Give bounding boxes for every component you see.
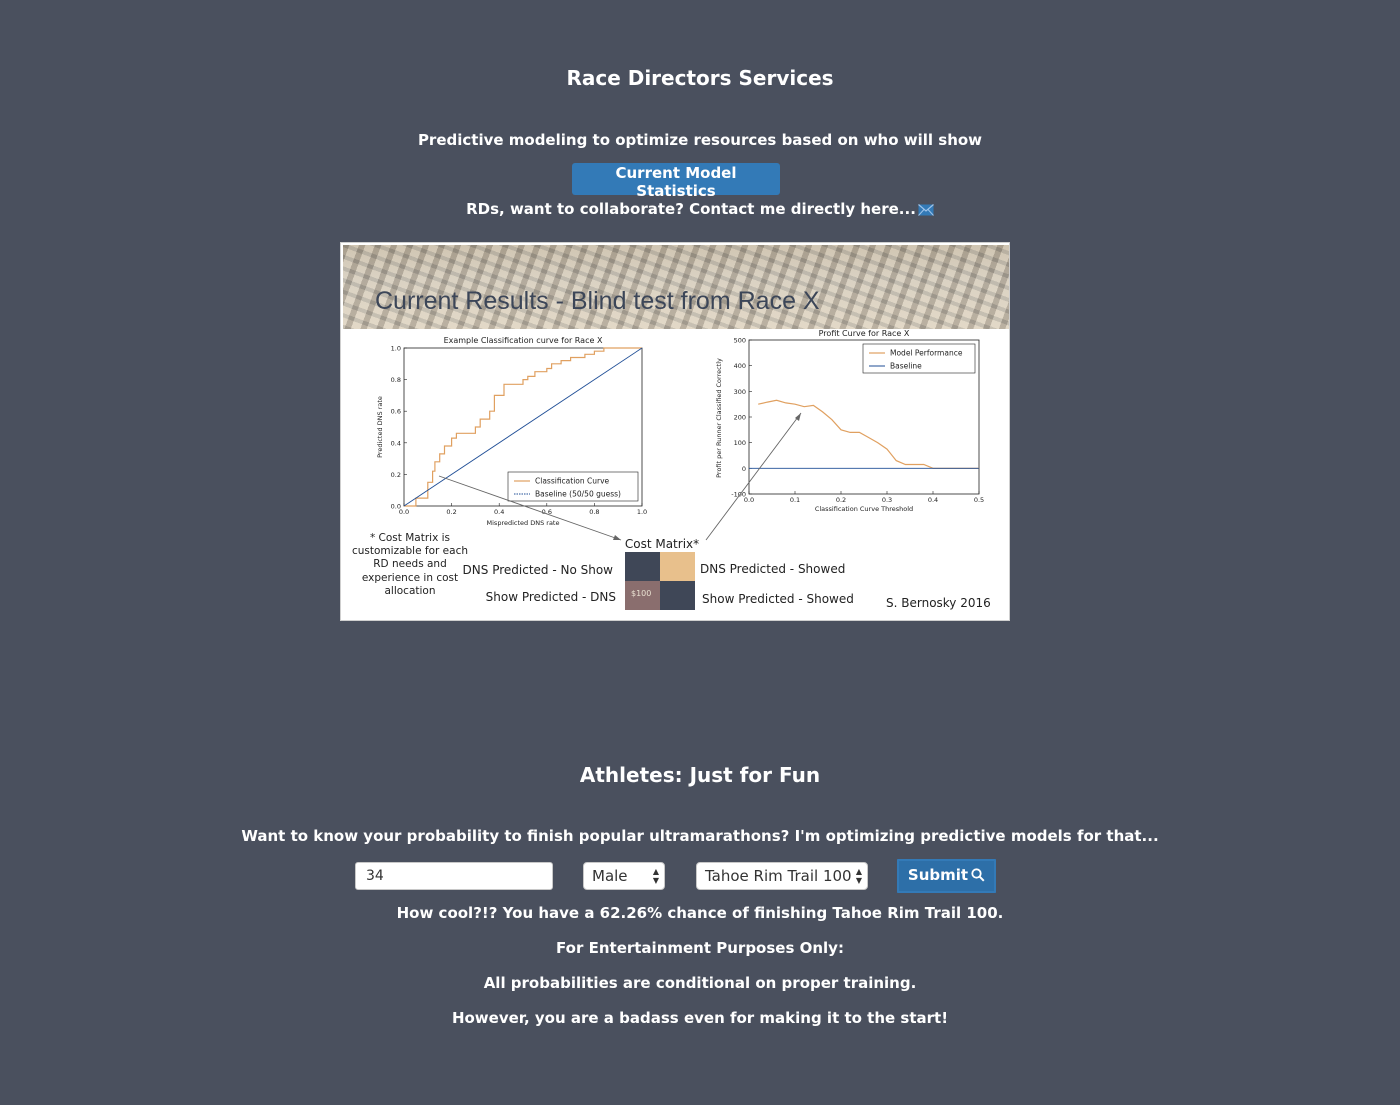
note-line: customizable for each (352, 545, 468, 557)
y-tick-label: 0.8 (391, 376, 401, 384)
current-model-statistics-button[interactable]: Current Model Statistics (572, 163, 780, 200)
x-tick-label: 0.1 (790, 496, 800, 504)
collaborate-text: RDs, want to collaborate? Contact me dir… (466, 200, 916, 218)
x-tick-label: 0.4 (494, 508, 504, 516)
legend-baseline-right: Baseline (890, 362, 922, 371)
arrowhead-cost-matrix (613, 535, 621, 540)
arrow-to-cost-matrix (438, 475, 622, 541)
series-line-baseline-50-50-guess- (403, 347, 643, 507)
arrowhead-profit-curve (795, 413, 801, 421)
collaborate-line: RDs, want to collaborate? Contact me dir… (0, 200, 1400, 220)
entertainment-disclaimer: For Entertainment Purposes Only: (556, 939, 844, 957)
note-line: RD needs and (373, 558, 447, 570)
y-tick-label: 500 (734, 337, 746, 345)
y-tick-label: 0 (742, 465, 746, 473)
rd-subtitle: Predictive modeling to optimize resource… (417, 131, 983, 149)
left-x-axis-label: Mispredicted DNS rate (487, 519, 560, 527)
x-tick-label: 0.0 (744, 496, 754, 504)
note-line: allocation (384, 585, 435, 597)
annotation-arrows (438, 412, 802, 541)
cost-matrix-note: * Cost Matrix is customizable for each R… (352, 532, 468, 597)
cost-cell-peach (660, 552, 695, 581)
results-figure: Current Results - Blind test from Race X… (340, 242, 1010, 621)
x-tick-label: 0.0 (399, 508, 409, 516)
y-tick-label: 1.0 (391, 345, 401, 353)
cost-matrix-title: Cost Matrix* (625, 537, 699, 551)
select-arrows-icon: ▲ ▼ (855, 867, 862, 885)
series-line-classification-curve (404, 347, 642, 507)
envelope-icon[interactable] (917, 202, 934, 220)
y-tick-label: 200 (734, 414, 746, 422)
left-chart-title: Example Classification curve for Race X (444, 336, 603, 345)
y-tick-label: -100 (731, 491, 746, 499)
gender-select[interactable]: Male ▲ ▼ (583, 862, 665, 890)
arrow-to-profit-curve (705, 412, 802, 541)
cost-row2-right: Show Predicted - Showed (702, 592, 854, 606)
cost-matrix: Cost Matrix* $100 DNS Predicted - No Sho… (463, 537, 854, 610)
y-tick-label: 0.2 (391, 471, 401, 479)
right-legend: Model Performance Baseline (862, 343, 976, 374)
submit-button[interactable]: Submit (895, 857, 998, 895)
search-icon (971, 868, 985, 886)
y-tick-label: 300 (734, 388, 746, 396)
y-tick-label: 400 (734, 362, 746, 370)
figure-credit: S. Bernosky 2016 (886, 596, 991, 610)
select-arrows-icon: ▲ ▼ (652, 867, 659, 885)
note-line: * Cost Matrix is (370, 532, 450, 544)
profit-chart: Profit Curve for Race X Classification C… (715, 329, 984, 513)
cost-cell-value: $100 (631, 589, 651, 598)
figure-banner: Current Results - Blind test from Race X (343, 245, 1009, 329)
legend-classification-curve: Classification Curve (535, 477, 610, 486)
age-input[interactable] (355, 862, 553, 890)
athletes-subtitle: Want to know your probability to finish … (241, 827, 1159, 845)
submit-label: Submit (907, 866, 969, 884)
left-y-axis-label: Predicted DNS rate (376, 396, 384, 458)
x-tick-label: 0.3 (882, 496, 892, 504)
y-tick-label: 0.4 (391, 439, 401, 447)
charts-svg: Example Classification curve for Race X … (352, 329, 991, 610)
left-series (403, 347, 643, 507)
cost-row1-right: DNS Predicted - Showed (700, 562, 845, 576)
right-y-axis-label: Profit per Runner Classified Correctly (715, 358, 723, 478)
banner-title: Current Results - Blind test from Race X (375, 287, 820, 315)
athletes-section-title: Athletes: Just for Fun (579, 763, 821, 787)
x-tick-label: 1.0 (637, 508, 647, 516)
cost-cell-dark (625, 552, 660, 581)
cost-row2-left: Show Predicted - DNS (486, 590, 616, 604)
rd-section-title: Race Directors Services (566, 66, 834, 90)
gender-select-value: Male (592, 867, 628, 885)
right-x-axis-label: Classification Curve Threshold (815, 505, 913, 513)
x-tick-label: 0.4 (928, 496, 938, 504)
x-tick-label: 0.2 (836, 496, 846, 504)
left-legend: Classification Curve Baseline (50/50 gue… (507, 471, 639, 502)
series-line-model-performance (758, 399, 979, 469)
legend-baseline: Baseline (50/50 guess) (535, 490, 621, 499)
x-tick-label: 0.5 (974, 496, 984, 504)
y-tick-label: 0.6 (391, 408, 401, 416)
left-ticks: 0.0 0.2 0.4 0.6 0.8 1.0 0.0 0.2 0.4 0.6 0.8 1.0 (391, 345, 648, 517)
cost-cell-mauve (625, 581, 660, 610)
x-tick-label: 0.6 (542, 508, 552, 516)
result-message: How cool?!? You have a 62.26% chance of … (396, 904, 1004, 922)
legend-model-performance: Model Performance (890, 349, 963, 358)
race-select-value: Tahoe Rim Trail 100 (705, 867, 852, 885)
right-series (749, 399, 979, 469)
race-select[interactable]: Tahoe Rim Trail 100 ▲ ▼ (696, 862, 868, 890)
classification-chart: Example Classification curve for Race X … (376, 336, 647, 527)
conditional-disclaimer: All probabilities are conditional on pro… (483, 974, 917, 992)
badass-message: However, you are a badass even for makin… (451, 1009, 949, 1027)
note-line: experience in cost (362, 572, 458, 584)
cost-cell-dark (660, 581, 695, 610)
right-ticks: 0.0 0.1 0.2 0.3 0.4 0.5 -100 0 100 200 300 400 500 (731, 337, 984, 505)
x-tick-label: 0.2 (446, 508, 456, 516)
y-tick-label: 100 (734, 439, 746, 447)
y-tick-label: 0.0 (391, 503, 401, 511)
right-chart-title: Profit Curve for Race X (819, 329, 910, 338)
cost-row1-left: DNS Predicted - No Show (463, 563, 614, 577)
x-tick-label: 0.8 (589, 508, 599, 516)
